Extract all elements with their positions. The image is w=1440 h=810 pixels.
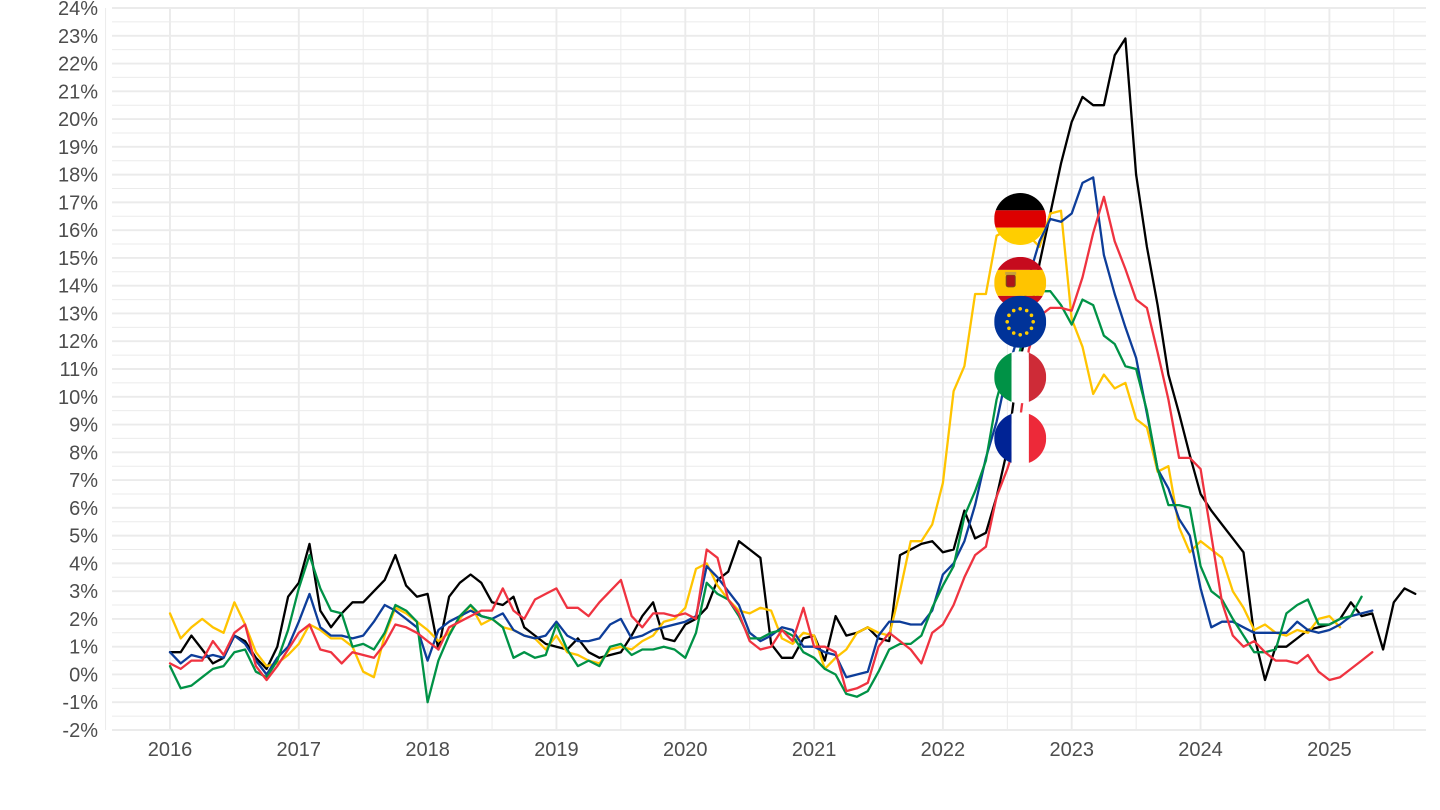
y-tick-label: 11% xyxy=(59,359,98,381)
france-series-line xyxy=(168,195,1374,693)
y-tick-label: -2% xyxy=(62,720,98,742)
x-tick-label: 2021 xyxy=(792,739,837,761)
y-tick-label: 15% xyxy=(58,248,98,270)
legend-flags xyxy=(994,193,1047,465)
y-tick-label: 16% xyxy=(58,220,98,242)
y-tick-label: 22% xyxy=(58,54,98,76)
germany-flag-icon xyxy=(994,193,1047,245)
y-tick-label: 17% xyxy=(58,192,98,214)
y-tick-label: 18% xyxy=(58,165,98,187)
italy-flag-icon xyxy=(994,351,1047,404)
x-tick-label: 2016 xyxy=(148,739,193,761)
y-tick-label: 19% xyxy=(58,137,98,159)
y-tick-label: 6% xyxy=(69,498,98,520)
eu-series-line xyxy=(168,176,1374,679)
x-tick-label: 2017 xyxy=(277,739,322,761)
y-axis: -2% -1% 0% 1% 2% 3% 4% 5% 6% 7% 8% 9% 10% 11% 12% 13% 14… xyxy=(58,0,98,742)
y-tick-label: 4% xyxy=(69,553,98,575)
y-tick-label: 13% xyxy=(58,303,98,325)
y-tick-label: 0% xyxy=(69,664,98,686)
y-tick-label: 21% xyxy=(58,81,98,103)
y-tick-label: 14% xyxy=(58,276,98,298)
eu-flag-icon xyxy=(994,295,1047,348)
y-tick-label: 8% xyxy=(69,442,98,464)
spain-series-line xyxy=(168,209,1342,679)
x-tick-label: 2019 xyxy=(534,739,579,761)
italy-series-line xyxy=(168,290,1363,704)
y-tick-label: 2% xyxy=(69,609,98,631)
x-tick-label: 2022 xyxy=(921,739,966,761)
x-tick-label: 2020 xyxy=(663,739,708,761)
x-tick-label: 2018 xyxy=(405,739,450,761)
y-tick-label: 3% xyxy=(69,581,98,603)
y-tick-label: 23% xyxy=(58,26,98,48)
y-tick-label: 24% xyxy=(58,0,98,20)
france-flag-icon xyxy=(994,412,1047,465)
y-tick-label: 1% xyxy=(69,637,98,659)
grid xyxy=(105,7,1426,731)
series-layer xyxy=(168,37,1417,704)
x-axis: 2016 2017 2018 2019 2020 2021 2022 2023 2024 2025 xyxy=(148,739,1352,761)
x-tick-label: 2024 xyxy=(1178,739,1223,761)
x-tick-label: 2023 xyxy=(1049,739,1094,761)
y-tick-label: 5% xyxy=(69,526,98,548)
germany-series-line xyxy=(168,37,1417,682)
y-tick-label: 12% xyxy=(58,331,98,353)
x-tick-label: 2025 xyxy=(1307,739,1352,761)
y-tick-label: 20% xyxy=(58,109,98,131)
y-tick-label: 7% xyxy=(69,470,98,492)
y-tick-label: 10% xyxy=(58,387,98,409)
y-tick-label: 9% xyxy=(69,415,98,437)
y-tick-label: -1% xyxy=(62,692,98,714)
